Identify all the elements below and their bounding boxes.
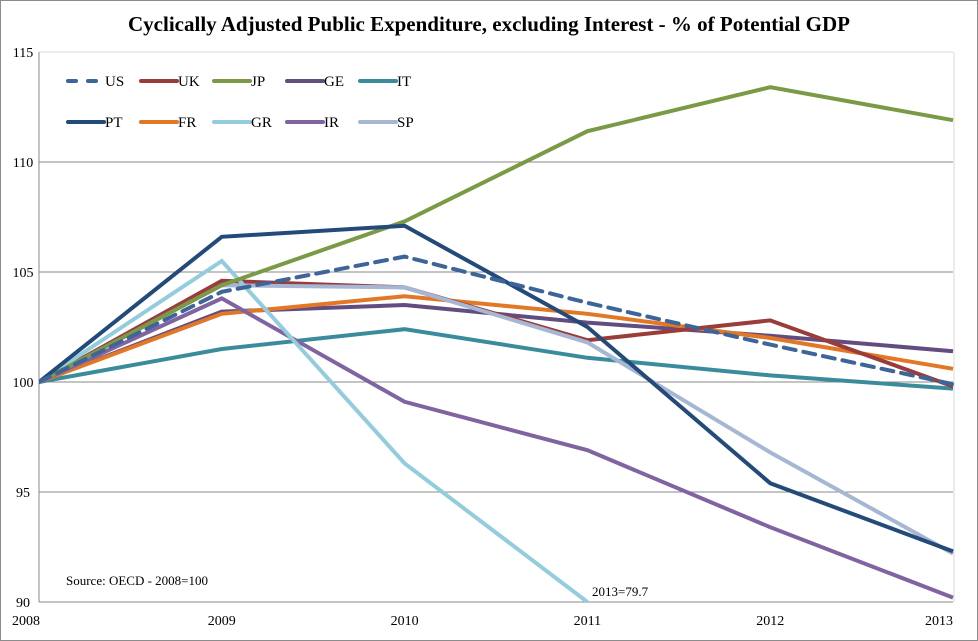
chart-title: Cyclically Adjusted Public Expenditure, … [128, 12, 850, 36]
series-line-pt [39, 223, 954, 554]
legend-label: US [105, 74, 124, 90]
x-tick-labels: 2008 2009 2010 2011 2012 2013 [12, 614, 953, 629]
legend-item-uk: UK [139, 74, 200, 90]
y-tick-labels: 90 95 100 105 110 115 [13, 46, 34, 611]
series-line-gr [39, 258, 589, 603]
source-note: Source: OECD - 2008=100 [66, 573, 208, 588]
legend-label: SP [397, 115, 414, 131]
series-line-uk [39, 278, 954, 389]
legend-label: IT [397, 74, 411, 90]
series-line-sp [39, 283, 954, 556]
legend-label: GE [324, 74, 344, 90]
series-line-ir [39, 296, 954, 600]
series-lines [39, 85, 954, 603]
legend-item-sp: SP [358, 115, 414, 131]
axes [38, 51, 955, 603]
series-line-it [39, 327, 954, 391]
y-tick-label: 110 [13, 156, 33, 171]
legend-item-us: US [66, 74, 124, 90]
y-tick-label: 105 [13, 266, 34, 281]
legend-item-it: IT [358, 74, 411, 90]
gr-annotation: 2013=79.7 [592, 584, 649, 599]
x-tick-label: 2010 [391, 614, 419, 629]
series-line-jp [39, 85, 954, 384]
x-tick-label: 2008 [12, 614, 40, 629]
x-tick-label: 2013 [925, 614, 953, 629]
legend-label: GR [251, 115, 272, 131]
y-tick-label: 90 [16, 596, 30, 611]
legend-item-fr: FR [139, 115, 196, 131]
y-tick-label: 100 [13, 376, 34, 391]
legend-label: PT [105, 115, 123, 131]
legend: US UK JP GE IT PT FR GR IR SP [66, 74, 414, 131]
legend-item-ir: IR [285, 115, 339, 131]
series-line-fr [39, 294, 954, 384]
legend-item-pt: PT [66, 115, 123, 131]
legend-item-gr: GR [212, 115, 272, 131]
y-tick-label: 115 [13, 46, 33, 61]
y-tick-label: 95 [16, 486, 30, 501]
legend-label: FR [178, 115, 196, 131]
legend-label: JP [251, 74, 265, 90]
series-line-us [39, 254, 954, 387]
x-tick-label: 2009 [208, 614, 236, 629]
x-tick-label: 2012 [756, 614, 784, 629]
x-tick-label: 2011 [574, 614, 601, 629]
legend-item-ge: GE [285, 74, 344, 90]
legend-item-jp: JP [212, 74, 265, 90]
legend-label: UK [178, 74, 200, 90]
legend-label: IR [324, 115, 339, 131]
